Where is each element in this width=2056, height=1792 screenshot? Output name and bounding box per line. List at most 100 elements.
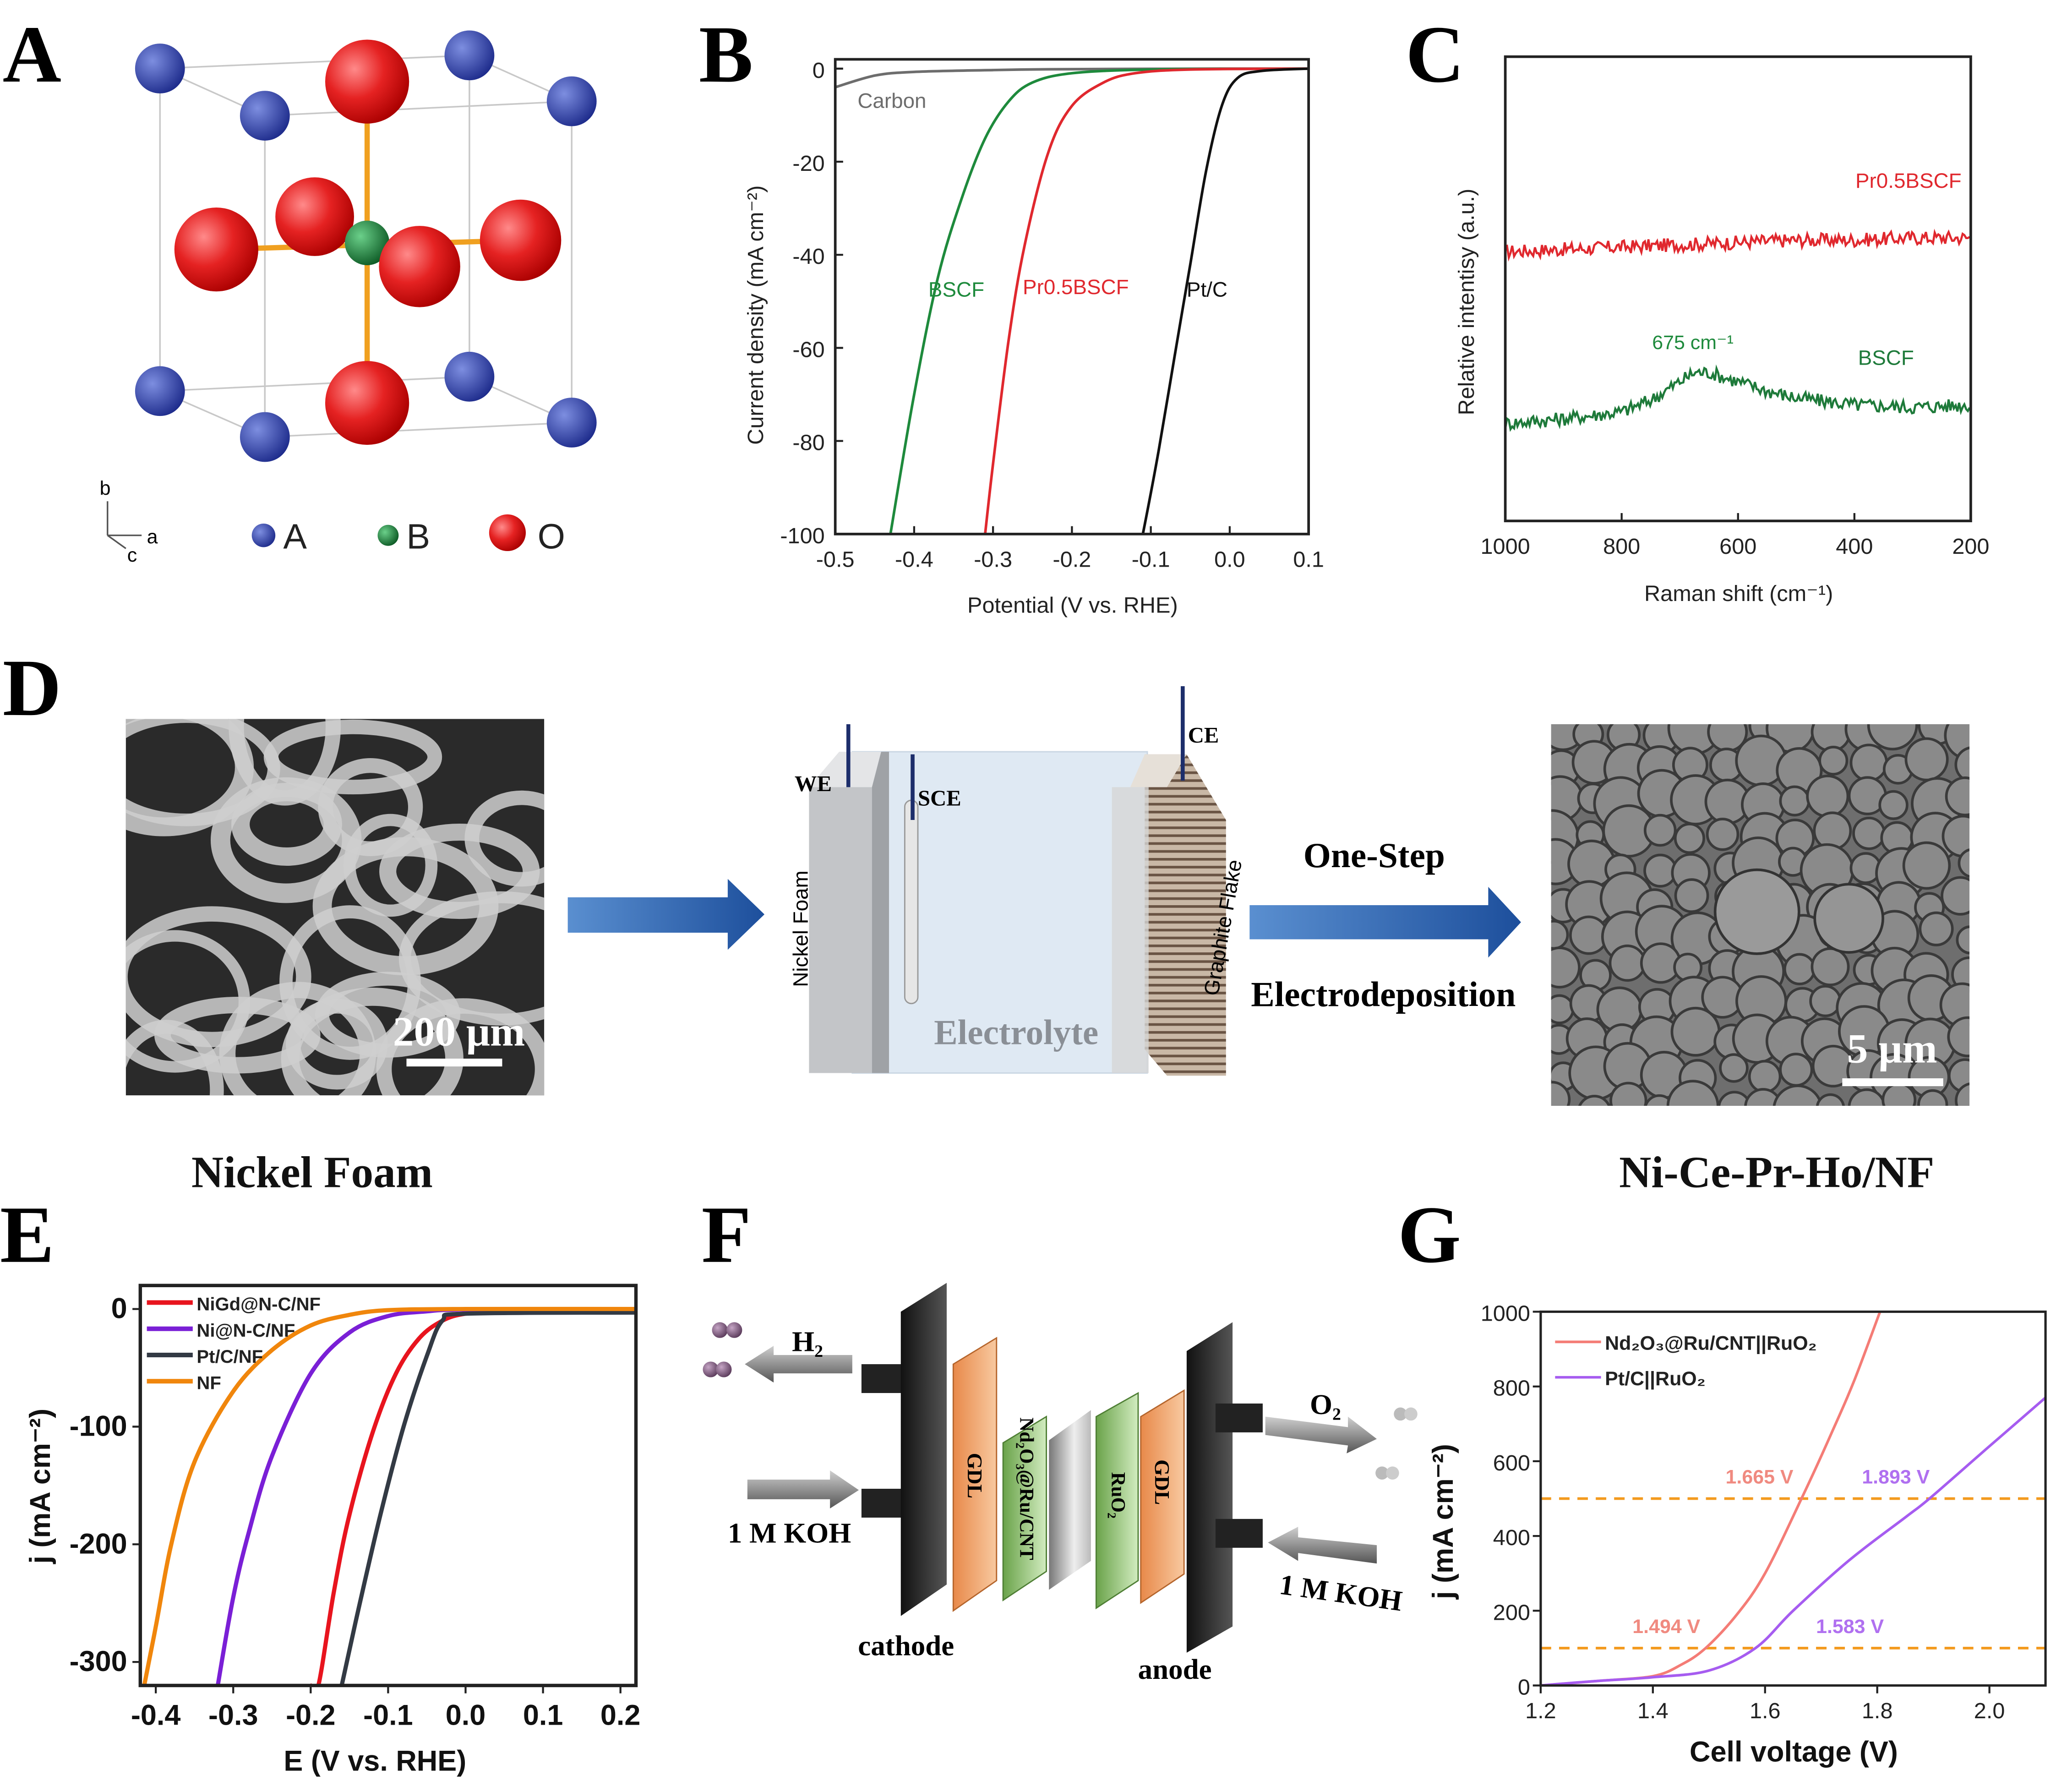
series-label: BSCF: [928, 278, 984, 301]
b-site-atom: [344, 220, 390, 265]
membrane: [1049, 1410, 1091, 1590]
annotation-label: 675 cm⁻¹: [1652, 332, 1734, 354]
arrow-right-icon: [567, 879, 765, 950]
legend: Nd₂O₃@Ru/CNT||RuO₂ Pt/C||RuO₂: [1555, 1333, 1817, 1390]
nickel-foam-caption: Nickel Foam: [191, 1148, 433, 1197]
o2-out-arrow-icon: [1265, 1416, 1377, 1453]
y-tick-label: -100: [70, 1410, 127, 1442]
y-tick-label: 1000: [1481, 1301, 1530, 1326]
cathode-catalyst-label: Nd₂O₃@Ru/CNT: [1015, 1417, 1037, 1560]
legend: NiGd@N-C/NF Ni@N-C/NF Pt/C/NF NF: [147, 1295, 321, 1393]
x-tick-label: 1.8: [1862, 1699, 1893, 1723]
x-tick-label: 1.6: [1750, 1699, 1781, 1723]
cathode-catalyst-layer: [1002, 1415, 1047, 1602]
one-step-label: One-Step: [1303, 836, 1445, 875]
panel-label-e: E: [0, 1190, 54, 1280]
x-tick-label: -0.3: [974, 547, 1012, 572]
y-axis-label: Current density (mA cm⁻²): [743, 186, 768, 445]
y-axis-label: j (mA cm⁻²): [1427, 1444, 1459, 1600]
panel-label-a: A: [3, 10, 61, 99]
x-tick-label: 800: [1603, 534, 1640, 559]
series-line-nf: [142, 1306, 636, 1686]
charts: -0.5 -0.4 -0.3 -0.2 -0.1 0.0 0.1 0 -20 -40 -60 -80 -…: [24, 55, 2047, 1777]
x-tick-label: -0.4: [895, 547, 933, 572]
koh-in-arrow-right-icon: [1268, 1527, 1377, 1564]
x-tick-label: 600: [1719, 534, 1756, 559]
anode-catalyst-label: RuO₂: [1107, 1472, 1129, 1519]
nickel-foam-sem-image: [125, 719, 545, 1096]
plot-frame: [1504, 55, 1972, 523]
ni-ce-pr-ho-caption: Ni-Ce-Pr-Ho/NF: [1619, 1148, 1934, 1197]
sce-label: SCE: [918, 786, 961, 810]
x-tick-label: -0.3: [208, 1699, 258, 1731]
plot-frame: [1539, 1310, 2047, 1687]
electrodeposition-label: Electrodeposition: [1251, 974, 1516, 1014]
y-tick-label: -200: [70, 1528, 127, 1560]
x-tick-label: 0.1: [1293, 547, 1324, 572]
x-tick-label: 1.2: [1525, 1699, 1556, 1723]
koh-right-label: 1 M KOH: [1277, 1568, 1404, 1617]
x-tick-label: 400: [1836, 534, 1873, 559]
x-tick-label: 1.4: [1637, 1699, 1669, 1723]
cathode-label: cathode: [858, 1630, 954, 1662]
h2-bubbles: [703, 1322, 742, 1377]
y-tick-label: 400: [1493, 1525, 1530, 1550]
x-tick-label: -0.1: [363, 1699, 413, 1731]
panel-label-f: F: [702, 1190, 751, 1280]
o2-label: O₂: [1310, 1388, 1341, 1420]
legend-label: NiGd@N-C/NF: [196, 1295, 321, 1315]
x-axis-label: Cell voltage (V): [1690, 1736, 1898, 1768]
x-tick-label: 200: [1952, 534, 1989, 559]
gdl-left: [952, 1337, 998, 1612]
chart-c: 1000 800 600 400 200 Raman shift (cm⁻¹) Relati…: [1454, 55, 1990, 606]
electrolyte-label: Electrolyte: [934, 1013, 1098, 1052]
series-line-ni-n-c-nf: [215, 1306, 636, 1686]
koh-in-arrow-left-icon: [747, 1470, 859, 1508]
series-label: BSCF: [1858, 346, 1914, 370]
scale-bar-left-label: 200 μm: [393, 1008, 525, 1054]
annotation-label: 1.494 V: [1632, 1616, 1700, 1638]
x-tick-label: -0.5: [816, 547, 855, 572]
series-line-pr0-5bscf: [1505, 229, 1970, 262]
x-tick-label: 2.0: [1974, 1699, 2005, 1723]
y-axis-label: Relative intentisy (a.u.): [1454, 189, 1479, 415]
legend-o-label: O: [538, 517, 565, 556]
x-tick-label: 0.0: [446, 1699, 486, 1731]
anode-connector: [1215, 1403, 1263, 1432]
y-tick-label: 0: [1518, 1675, 1530, 1699]
series-label: Pr0.5BSCF: [1855, 169, 1962, 192]
legend-a-marker: [251, 523, 276, 547]
anode-catalyst-layer: [1095, 1392, 1139, 1610]
x-tick-label: -0.1: [1132, 547, 1170, 572]
o-site-atom-front: [379, 226, 460, 307]
y-tick-label: -80: [792, 431, 824, 455]
series-line-pr0-5bscf: [984, 67, 1309, 534]
x-tick-label: 0.1: [523, 1699, 563, 1731]
o2-bubbles: [1375, 1407, 1418, 1480]
series-line-pt-c: [1141, 67, 1309, 534]
scale-bar-right-label: 5 μm: [1847, 1025, 1937, 1072]
x-axis-label: Potential (V vs. RHE): [967, 593, 1178, 618]
y-tick-label: -20: [792, 151, 824, 176]
legend-label: Pt/C/NF: [196, 1347, 263, 1367]
series-line-pt-c-nf: [339, 1310, 636, 1686]
x-tick-label: 1000: [1480, 534, 1530, 559]
electrodeposition-schematic: 200 μm Nickel Foam WE SCE CE Nickel Foam…: [125, 686, 1970, 1197]
x-tick-label: -0.2: [1053, 547, 1091, 572]
legend-b-marker: [377, 524, 399, 546]
x-tick-label: 0.2: [600, 1699, 641, 1731]
panel-label-d: D: [3, 643, 61, 733]
y-tick-label: 200: [1493, 1600, 1530, 1625]
chart-e: -0.4 -0.3 -0.2 -0.1 0.0 0.1 0.2 0 -100 -200 -300 E …: [24, 1284, 641, 1777]
y-tick-label: 800: [1493, 1376, 1530, 1401]
x-axis-label: Raman shift (cm⁻¹): [1644, 581, 1833, 606]
atom-legend: A B O: [251, 514, 565, 556]
series-label: Carbon: [857, 89, 926, 112]
legend-b-label: B: [406, 517, 430, 556]
legend-o-marker: [489, 514, 526, 552]
anode-plate: [1186, 1322, 1233, 1653]
gdl-left-label: GDL: [963, 1453, 987, 1498]
perovskite-unit-cell: b a c A B O: [100, 30, 597, 566]
legend-label: Ni@N-C/NF: [196, 1321, 295, 1341]
